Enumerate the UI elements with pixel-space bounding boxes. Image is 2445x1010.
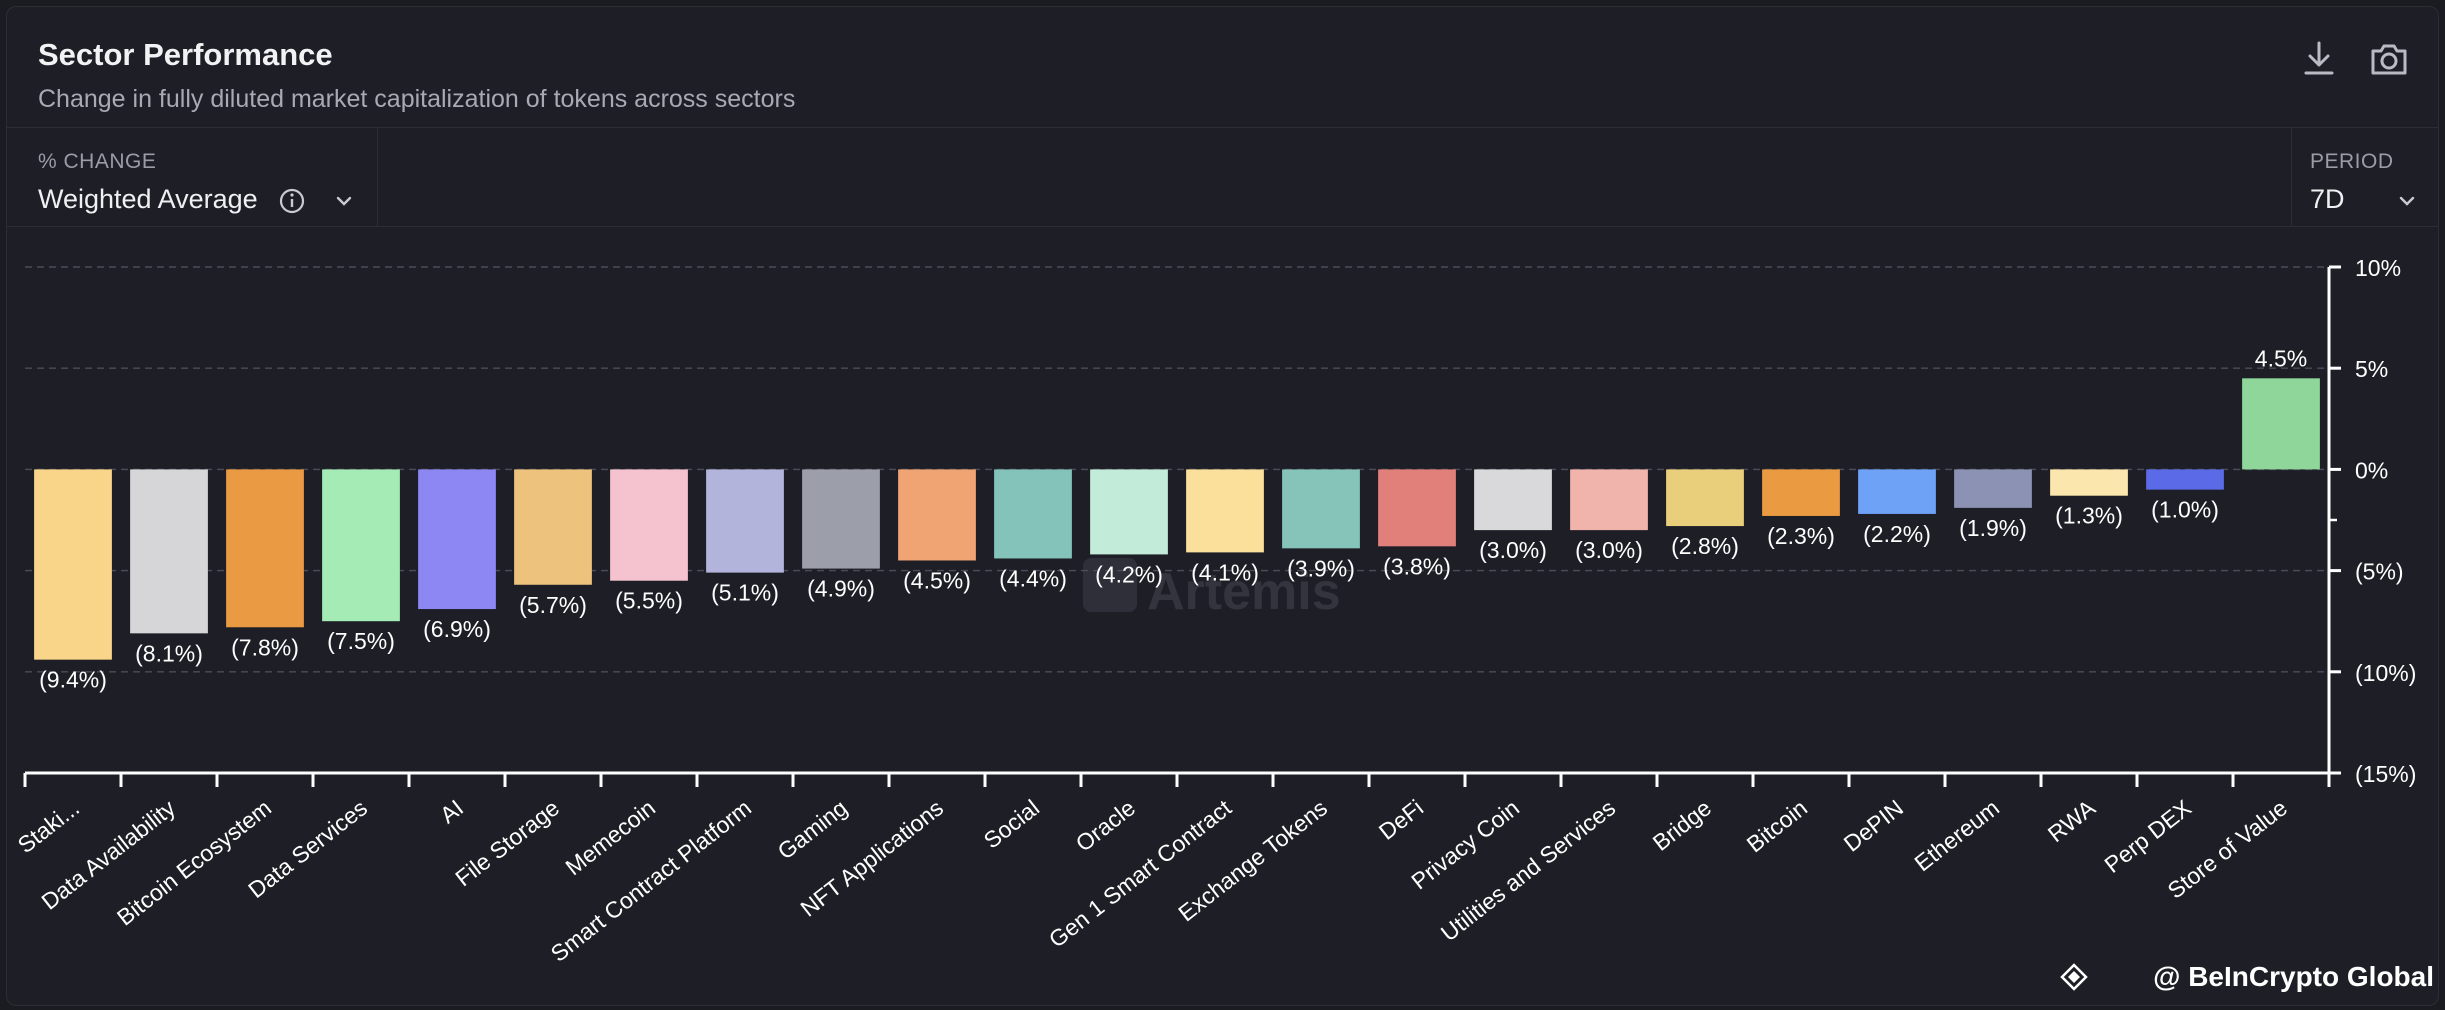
- bar-10: [994, 469, 1072, 559]
- category-label: File Storage: [450, 794, 564, 891]
- bar-14: [1378, 469, 1456, 547]
- page-title: Sector Performance: [38, 37, 333, 72]
- data-label: (1.9%): [1959, 515, 2027, 541]
- metric-label: % CHANGE: [38, 150, 157, 173]
- watermark-logo: [1083, 558, 1137, 612]
- category-label: Ethereum: [1909, 794, 2004, 876]
- category-label: Bridge: [1648, 794, 1716, 855]
- data-label: (4.4%): [999, 565, 1067, 591]
- info-icon[interactable]: [277, 186, 307, 216]
- category-label: Utilities and Services: [1436, 794, 1620, 946]
- bar-20: [1954, 469, 2032, 508]
- bar-3: [322, 469, 400, 622]
- data-label: (4.2%): [1095, 561, 1163, 587]
- category-label: Gaming: [773, 794, 852, 864]
- y-tick-label: 10%: [2355, 255, 2401, 281]
- y-tick-label: 5%: [2355, 356, 2388, 382]
- data-label: (3.0%): [1575, 537, 1643, 563]
- bar-15: [1474, 469, 1552, 531]
- category-label: Oracle: [1071, 794, 1140, 856]
- category-label: RWA: [2043, 794, 2101, 847]
- bar-22: [2146, 469, 2224, 490]
- category-label: Perp DEX: [2099, 794, 2196, 877]
- bar-8: [802, 469, 880, 569]
- metric-value: Weighted Average: [38, 184, 258, 214]
- bar-17: [1666, 469, 1744, 527]
- watermark-text: Artemis: [1147, 563, 1341, 621]
- data-label: (2.3%): [1767, 523, 1835, 549]
- data-label: (7.8%): [231, 634, 299, 660]
- data-label: (1.3%): [2055, 503, 2123, 529]
- y-tick-label: (10%): [2355, 660, 2416, 686]
- bar-16: [1570, 469, 1648, 531]
- bar-21: [2050, 469, 2128, 496]
- data-label: (8.1%): [135, 640, 203, 666]
- bar-6: [610, 469, 688, 581]
- bar-2: [226, 469, 304, 628]
- y-tick-label: (5%): [2355, 559, 2404, 585]
- bar-11: [1090, 469, 1168, 555]
- download-icon[interactable]: [2295, 35, 2343, 83]
- data-label: 4.5%: [2255, 345, 2307, 371]
- data-label: (2.8%): [1671, 533, 1739, 559]
- period-value: 7D: [2310, 184, 2345, 214]
- panel-header: Sector Performance Change in fully dilut…: [7, 7, 2438, 128]
- data-label: (5.1%): [711, 580, 779, 606]
- bar-4: [418, 469, 496, 610]
- category-label: Gen 1 Smart Contract: [1044, 794, 1237, 953]
- category-label: Staki...: [13, 794, 84, 858]
- category-label: Social: [979, 794, 1044, 853]
- period-dropdown[interactable]: PERIOD 7D: [2291, 128, 2438, 226]
- data-label: (2.2%): [1863, 521, 1931, 547]
- beincrypto-logo-icon: [2060, 963, 2088, 991]
- chart-panel: Sector Performance Change in fully dilut…: [6, 6, 2439, 1006]
- y-tick-label: 0%: [2355, 457, 2388, 483]
- data-label: (1.0%): [2151, 497, 2219, 523]
- data-label: (6.9%): [423, 616, 491, 642]
- period-label: PERIOD: [2310, 150, 2394, 173]
- bar-23: [2242, 378, 2320, 470]
- credit-text: @ BeInCrypto Global: [2153, 961, 2434, 992]
- category-label: AI: [435, 794, 468, 828]
- page-subtitle: Change in fully diluted market capitaliz…: [38, 85, 796, 113]
- bar-5: [514, 469, 592, 585]
- bar-18: [1762, 469, 1840, 516]
- bar-12: [1186, 469, 1264, 553]
- category-label: Bitcoin: [1742, 794, 1812, 857]
- data-label: (7.5%): [327, 628, 395, 654]
- data-label: (5.7%): [519, 592, 587, 618]
- bar-19: [1858, 469, 1936, 514]
- category-label: DeFi: [1374, 794, 1428, 844]
- data-label: (4.5%): [903, 567, 971, 593]
- data-label: (4.9%): [807, 576, 875, 602]
- data-label: (3.9%): [1287, 555, 1355, 581]
- data-label: (3.8%): [1383, 553, 1451, 579]
- bar-1: [130, 469, 208, 634]
- data-label: (5.5%): [615, 588, 683, 614]
- category-label: DePIN: [1839, 794, 1908, 856]
- bar-0: [34, 469, 112, 660]
- y-tick-label: (15%): [2355, 761, 2416, 787]
- data-label: (9.4%): [39, 667, 107, 693]
- data-label: (3.0%): [1479, 537, 1547, 563]
- chart-controls: % CHANGE Weighted Average PERIOD 7D: [7, 128, 2438, 227]
- bar-chart: 10% 5% 0% (5%) (10%) (15%) (9.4%) Staki... (8.1%…: [13, 255, 2417, 967]
- camera-icon[interactable]: [2365, 35, 2413, 83]
- metric-dropdown[interactable]: % CHANGE Weighted Average: [7, 128, 378, 226]
- bar-9: [898, 469, 976, 561]
- data-label: (4.1%): [1191, 559, 1259, 585]
- bar-7: [706, 469, 784, 573]
- bar-13: [1282, 469, 1360, 549]
- chevron-down-icon[interactable]: [333, 190, 355, 212]
- chevron-down-icon[interactable]: [2396, 190, 2418, 212]
